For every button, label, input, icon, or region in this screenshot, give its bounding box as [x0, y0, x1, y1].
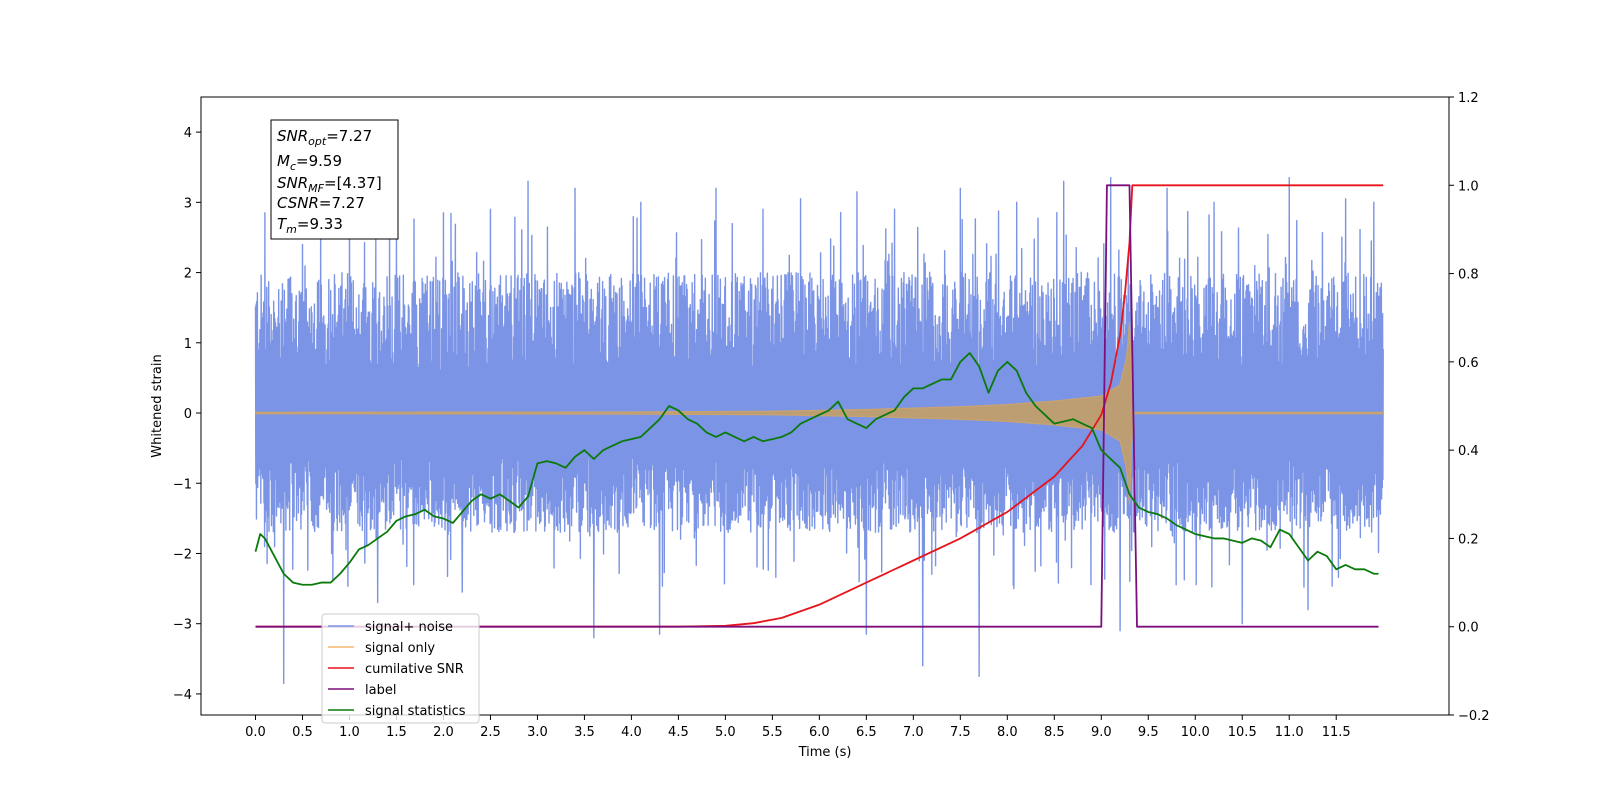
x-tick-label-22: 11.0 — [1275, 725, 1304, 740]
y2-tick-label-4: 0.6 — [1458, 356, 1479, 371]
x-tick-label-12: 6.0 — [809, 725, 830, 740]
x-tick-label-15: 7.5 — [950, 725, 971, 740]
svg-text:cumilative SNR: cumilative SNR — [365, 662, 464, 677]
info-mc: Mc=9.59 — [277, 152, 342, 173]
legend: signal+ noise signal only cumilative SNR… — [321, 613, 480, 724]
series-layer — [254, 177, 1384, 685]
svg-text:signal statistics: signal statistics — [365, 704, 466, 719]
x-tick-label-3: 1.5 — [386, 725, 407, 740]
y2-tick-label-3: 0.4 — [1458, 444, 1479, 459]
y-tick-label-5: 1 — [184, 337, 192, 352]
plot-frame — [200, 96, 1450, 716]
x-tick-label-8: 4.0 — [621, 725, 642, 740]
y-tick-label-2: −2 — [173, 547, 192, 562]
x-tick-label-14: 7.0 — [903, 725, 924, 740]
legend-item-signal-only: signal only — [328, 641, 435, 656]
x-axis-label: Time (s) — [798, 745, 852, 760]
y-tick-label-1: −3 — [173, 618, 192, 633]
x-tick-label-7: 3.5 — [574, 725, 595, 740]
x-tick-label-4: 2.0 — [433, 725, 454, 740]
legend-item-cumulative-snr: cumilative SNR — [328, 662, 464, 677]
info-box: SNRopt=7.27 Mc=9.59 SNRMF=[4.37] CSNR=7.… — [270, 119, 399, 240]
x-tick-label-16: 8.0 — [997, 725, 1018, 740]
series-signal-only — [254, 321, 1384, 505]
x-tick-label-23: 11.5 — [1322, 725, 1351, 740]
legend-item-label: label — [328, 683, 396, 698]
x-tick-label-9: 4.5 — [668, 725, 689, 740]
x-tick-label-13: 6.5 — [856, 725, 877, 740]
series-cumulative-snr — [255, 184, 1384, 628]
y2-tick-label-2: 0.2 — [1458, 532, 1479, 547]
y2-tick-label-7: 1.2 — [1458, 91, 1479, 106]
y2-tick-label-1: 0.0 — [1458, 621, 1479, 636]
x-tick-label-20: 10.0 — [1181, 725, 1210, 740]
x-tick-label-1: 0.5 — [292, 725, 313, 740]
svg-text:label: label — [365, 683, 396, 698]
svg-text:signal only: signal only — [365, 641, 435, 656]
x-tick-label-11: 5.5 — [762, 725, 783, 740]
y2-tick-label-6: 1.0 — [1458, 179, 1479, 194]
x-tick-label-21: 10.5 — [1228, 725, 1257, 740]
y-tick-label-6: 2 — [184, 267, 192, 282]
svg-text:signal+ noise: signal+ noise — [365, 620, 453, 635]
x-tick-label-17: 8.5 — [1044, 725, 1065, 740]
x-tick-label-6: 3.0 — [527, 725, 548, 740]
y-axis-label: Whitened strain — [150, 354, 165, 457]
y-tick-label-3: −1 — [173, 477, 192, 492]
legend-item-signal-noise: signal+ noise — [328, 620, 453, 635]
series-label — [255, 184, 1379, 628]
y2-tick-label-0: −0.2 — [1458, 709, 1490, 724]
y-tick-label-0: −4 — [173, 688, 192, 703]
x-tick-label-2: 1.0 — [339, 725, 360, 740]
legend-item-signal-statistics: signal statistics — [328, 704, 466, 719]
y-axis-left: −4 −3 −2 −1 0 1 2 3 4 — [173, 126, 201, 703]
y-axis-right: −0.2 0.0 0.2 0.4 0.6 0.8 1.0 1.2 — [1449, 91, 1490, 724]
x-tick-label-19: 9.5 — [1138, 725, 1159, 740]
x-tick-label-10: 5.0 — [715, 725, 736, 740]
info-csnr: CSNR=7.27 — [277, 194, 365, 212]
y2-tick-label-5: 0.8 — [1458, 268, 1479, 283]
series-signal-noise — [254, 177, 1384, 685]
x-tick-label-18: 9.0 — [1091, 725, 1112, 740]
info-snr-mf: SNRMF=[4.37] — [277, 174, 382, 195]
x-axis: 0.0 0.5 1.0 1.5 2.0 2.5 3.0 3.5 4.0 4.5 5.0 5.5 6.0 6… — [245, 715, 1351, 740]
info-snr-opt: SNRopt=7.27 — [277, 127, 372, 148]
series-signal-statistics — [254, 352, 1379, 586]
info-tm: Tm=9.33 — [277, 215, 343, 236]
x-tick-label-0: 0.0 — [245, 725, 266, 740]
y-tick-label-8: 4 — [184, 126, 192, 141]
y-tick-label-4: 0 — [184, 407, 192, 422]
x-tick-label-5: 2.5 — [480, 725, 501, 740]
y-tick-label-7: 3 — [184, 196, 192, 211]
